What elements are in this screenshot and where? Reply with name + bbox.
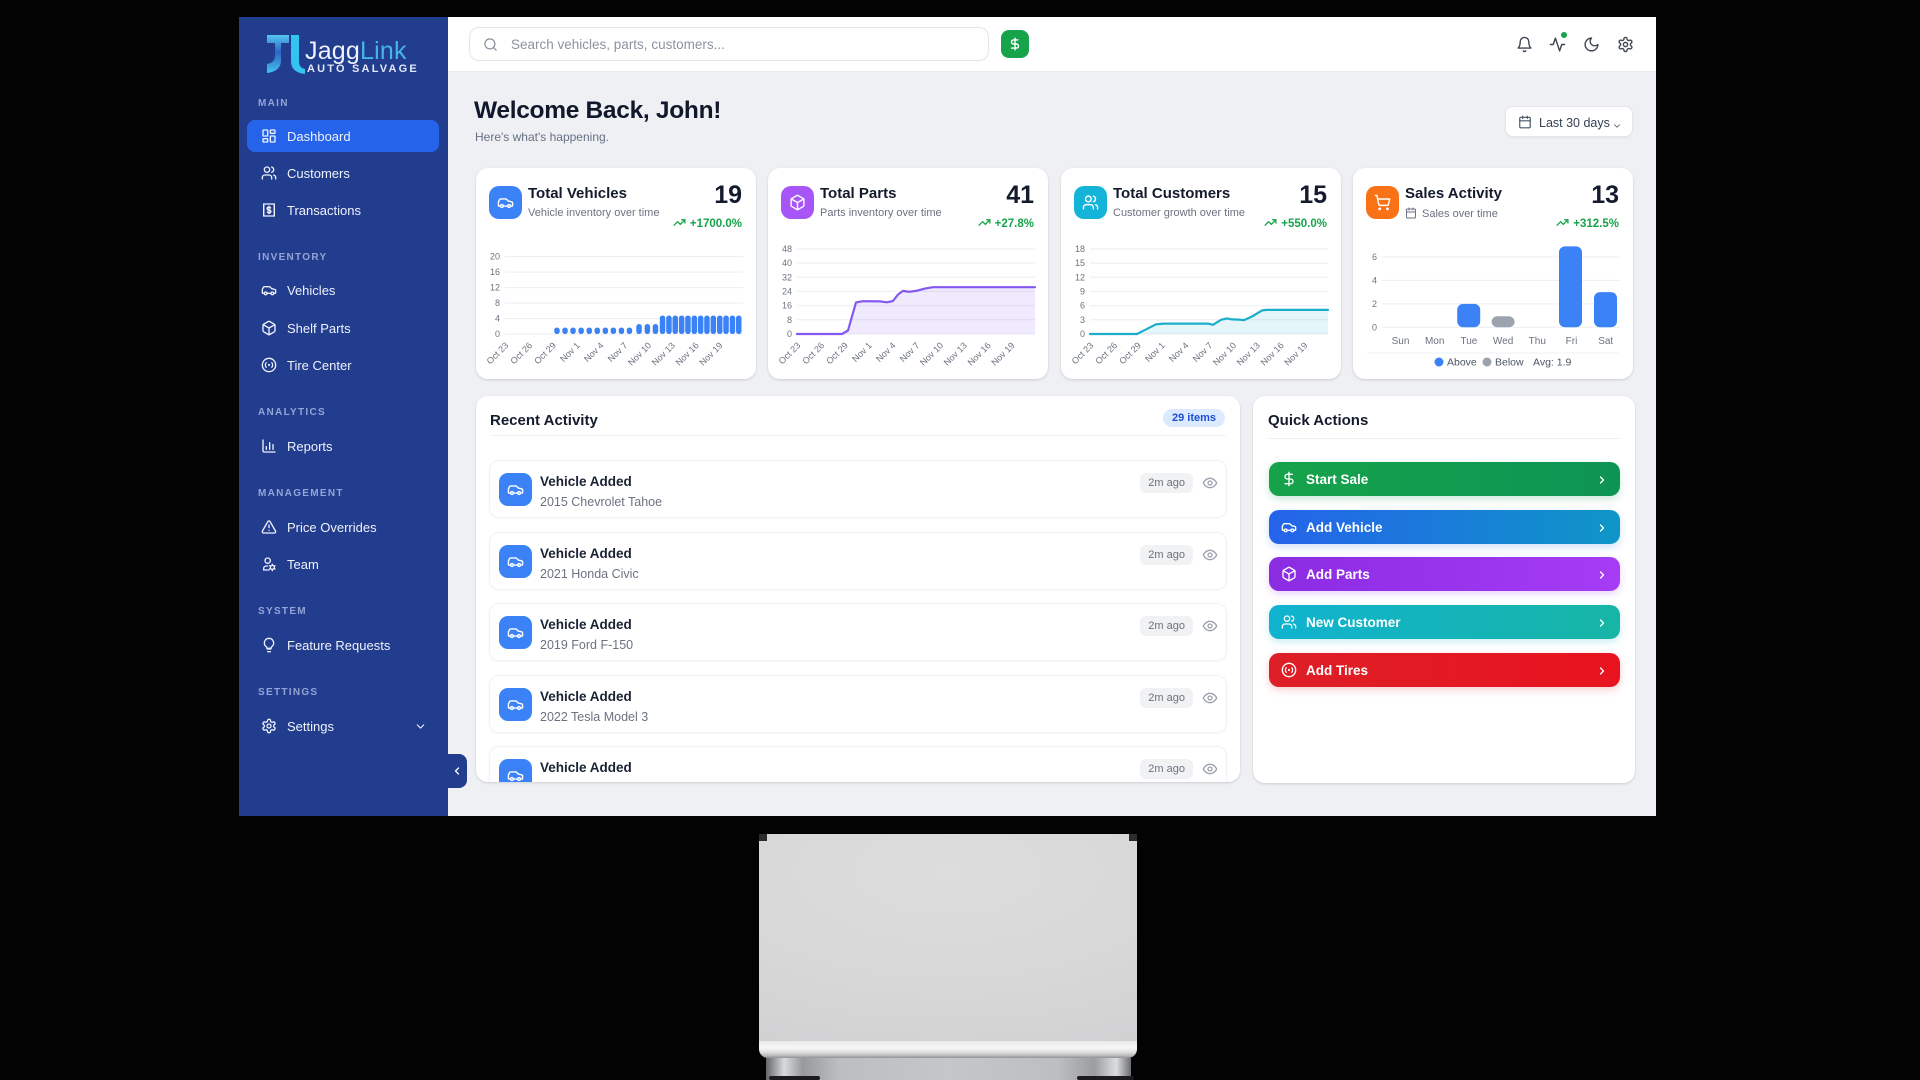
svg-text:Nov 19: Nov 19: [989, 340, 1016, 367]
svg-text:Wed: Wed: [1493, 336, 1513, 347]
svg-text:18: 18: [1075, 244, 1085, 254]
svg-text:Oct 29: Oct 29: [1117, 340, 1143, 366]
svg-text:Oct 26: Oct 26: [1093, 340, 1119, 366]
svg-text:16: 16: [490, 267, 500, 277]
svg-text:Above: Above: [1447, 357, 1477, 369]
svg-text:Nov 19: Nov 19: [1282, 340, 1309, 367]
svg-text:15: 15: [1075, 258, 1085, 268]
svg-text:16: 16: [782, 301, 792, 311]
svg-text:Thu: Thu: [1529, 336, 1546, 347]
svg-text:Oct 23: Oct 23: [777, 340, 803, 366]
svg-text:0: 0: [1080, 329, 1085, 339]
svg-text:Nov 13: Nov 13: [1235, 340, 1262, 367]
svg-text:0: 0: [787, 329, 792, 339]
svg-text:Nov 13: Nov 13: [942, 340, 969, 367]
svg-text:48: 48: [782, 244, 792, 254]
svg-text:Oct 26: Oct 26: [800, 340, 826, 366]
svg-text:Nov 10: Nov 10: [918, 340, 945, 367]
svg-text:Sun: Sun: [1392, 336, 1410, 347]
svg-text:0: 0: [495, 329, 500, 339]
svg-text:6: 6: [1372, 252, 1377, 262]
svg-text:Nov 4: Nov 4: [1167, 340, 1191, 364]
svg-text:Nov 1: Nov 1: [1143, 340, 1167, 364]
svg-text:9: 9: [1080, 287, 1085, 297]
svg-text:Oct 23: Oct 23: [1070, 340, 1096, 366]
svg-text:6: 6: [1080, 301, 1085, 311]
svg-text:4: 4: [495, 314, 500, 324]
svg-text:Nov 1: Nov 1: [558, 340, 582, 364]
svg-text:40: 40: [782, 258, 792, 268]
svg-text:Below: Below: [1495, 357, 1524, 369]
svg-text:Nov 16: Nov 16: [674, 340, 701, 367]
svg-text:Oct 23: Oct 23: [485, 340, 511, 366]
svg-text:Nov 16: Nov 16: [966, 340, 993, 367]
svg-text:Oct 29: Oct 29: [532, 340, 558, 366]
svg-text:12: 12: [1075, 272, 1085, 282]
svg-text:Tue: Tue: [1460, 336, 1477, 347]
svg-text:20: 20: [490, 252, 500, 262]
svg-text:Avg: 1.9: Avg: 1.9: [1533, 357, 1571, 369]
svg-text:8: 8: [787, 315, 792, 325]
svg-text:32: 32: [782, 272, 792, 282]
svg-text:4: 4: [1372, 275, 1377, 285]
svg-text:Oct 26: Oct 26: [508, 340, 534, 366]
svg-text:8: 8: [495, 298, 500, 308]
svg-text:12: 12: [490, 283, 500, 293]
svg-text:0: 0: [1372, 322, 1377, 332]
svg-text:Nov 13: Nov 13: [650, 340, 677, 367]
svg-text:Oct 29: Oct 29: [824, 340, 850, 366]
svg-text:Nov 16: Nov 16: [1259, 340, 1286, 367]
svg-text:24: 24: [782, 286, 792, 296]
svg-text:2: 2: [1372, 299, 1377, 309]
svg-text:3: 3: [1080, 315, 1085, 325]
svg-text:Fri: Fri: [1566, 336, 1578, 347]
svg-text:Mon: Mon: [1425, 336, 1444, 347]
svg-text:Sat: Sat: [1598, 336, 1613, 347]
svg-text:Nov 4: Nov 4: [874, 340, 898, 364]
svg-text:Nov 10: Nov 10: [626, 340, 653, 367]
svg-text:Nov 10: Nov 10: [1211, 340, 1238, 367]
svg-text:Nov 4: Nov 4: [582, 340, 606, 364]
svg-text:Nov 1: Nov 1: [850, 340, 874, 364]
svg-text:Nov 19: Nov 19: [697, 340, 724, 367]
